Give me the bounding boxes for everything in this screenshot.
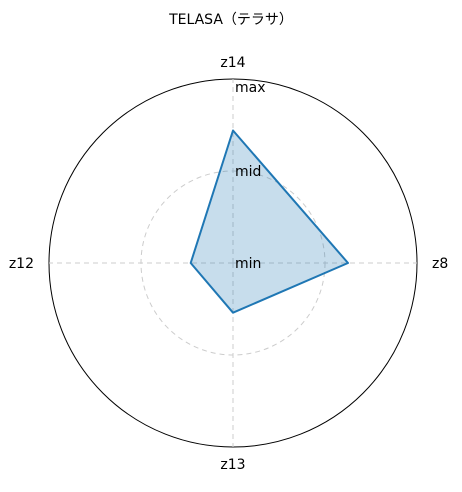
radar-axis-label-z12: z12 — [9, 256, 34, 272]
radar-series-layer — [189, 129, 349, 314]
radar-axis-label-z8: z8 — [432, 256, 448, 272]
radar-labels: min mid max z14 z8 z13 z12 — [9, 55, 448, 473]
radar-series-line — [189, 129, 349, 314]
radar-axis-label-z14: z14 — [220, 55, 245, 71]
radar-ring-label-max: max — [235, 80, 266, 96]
radar-grid — [48, 78, 418, 448]
radar-series-area — [190, 130, 348, 313]
radar-axis-label-z13: z13 — [220, 457, 245, 473]
radar-ring-label-min: min — [235, 256, 261, 272]
radar-ring-label-mid: mid — [235, 164, 261, 180]
chart-title: TELASA（テラサ） — [168, 12, 293, 28]
